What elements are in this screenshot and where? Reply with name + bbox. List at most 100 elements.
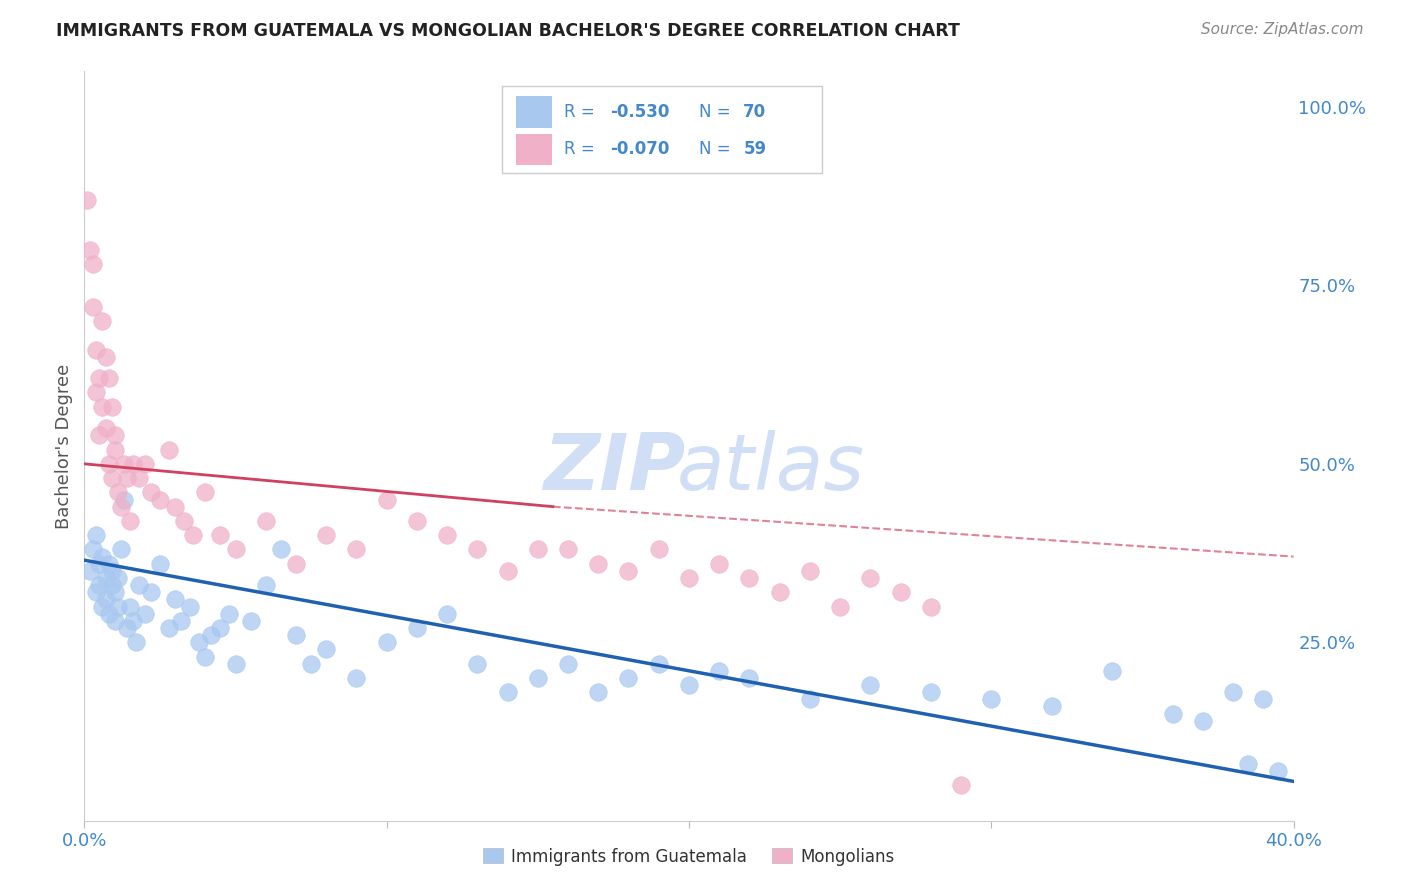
Point [467,542,489,557]
Point [617,564,640,578]
Point [97,457,120,471]
Point [94,592,117,607]
Point [588,557,610,571]
Point [285,557,308,571]
Point [79,564,101,578]
Point [89,371,111,385]
Point [890,585,912,599]
Point [104,442,127,457]
Point [91,599,114,614]
Point [209,528,232,542]
Point [527,671,550,685]
Point [738,671,761,685]
Point [91,549,114,564]
Point [406,621,429,635]
Point [769,585,792,599]
Point [375,492,398,507]
Point [225,657,247,671]
Point [100,564,122,578]
Point [648,657,671,671]
Point [82,542,104,557]
Point [149,557,172,571]
Text: Source: ZipAtlas.com: Source: ZipAtlas.com [1201,22,1364,37]
Text: atlas: atlas [678,431,865,507]
Point [157,621,180,635]
Point [134,607,156,621]
Point [134,457,156,471]
Point [104,585,127,599]
Text: N =: N = [699,103,735,120]
Point [179,599,201,614]
Point [97,557,120,571]
Point [97,371,120,385]
Point [139,485,162,500]
Point [436,528,458,542]
Point [709,557,731,571]
Point [678,678,700,692]
Text: 59: 59 [744,140,766,158]
Point [285,628,308,642]
Point [149,492,172,507]
Point [94,571,117,585]
Point [121,457,143,471]
FancyBboxPatch shape [502,87,823,172]
Point [1040,699,1063,714]
Point [110,542,132,557]
Point [920,685,942,699]
Point [181,528,204,542]
Point [557,542,579,557]
Point [100,471,122,485]
Point [315,528,337,542]
Point [1192,714,1215,728]
Point [799,564,821,578]
Point [799,692,821,706]
Point [218,607,240,621]
Point [173,514,195,528]
Point [830,599,852,614]
Point [139,585,162,599]
Point [194,649,217,664]
FancyBboxPatch shape [516,134,553,165]
Point [89,557,111,571]
Point [950,778,973,792]
Point [1101,664,1123,678]
Point [104,614,127,628]
FancyBboxPatch shape [516,96,553,128]
Text: -0.070: -0.070 [610,140,669,158]
Legend: Immigrants from Guatemala, Mongolians: Immigrants from Guatemala, Mongolians [477,841,901,872]
Point [76,193,98,207]
Point [436,607,458,621]
Text: 70: 70 [744,103,766,120]
Point [527,542,550,557]
Point [82,300,104,314]
Point [346,671,368,685]
Point [270,542,292,557]
Point [254,578,277,592]
Point [557,657,579,671]
Point [346,542,368,557]
Point [112,492,135,507]
Point [157,442,180,457]
Point [86,343,108,357]
Point [82,257,104,271]
Point [1253,692,1275,706]
Point [588,685,610,699]
Point [496,564,519,578]
Point [112,457,135,471]
Point [738,571,761,585]
Point [225,542,247,557]
Point [209,621,232,635]
Point [200,628,222,642]
Point [89,578,111,592]
Point [121,614,143,628]
Point [89,428,111,442]
Point [194,485,217,500]
Text: R =: R = [564,140,600,158]
Point [86,528,108,542]
Point [375,635,398,649]
Point [100,400,122,414]
Point [91,400,114,414]
Point [165,592,187,607]
Point [115,621,138,635]
Point [107,485,129,500]
